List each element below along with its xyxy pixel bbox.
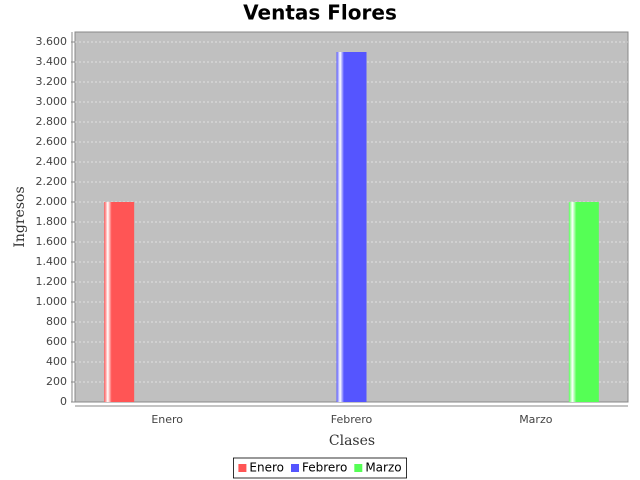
y-tick-label: 800 xyxy=(46,315,67,328)
y-axis-title: Ingresos xyxy=(12,186,28,247)
y-tick-label: 3.600 xyxy=(36,35,68,48)
x-tick-label: Enero xyxy=(151,413,183,426)
y-tick-label: 3.400 xyxy=(36,55,68,68)
legend-swatch xyxy=(354,464,363,472)
legend-label: Marzo xyxy=(365,461,401,475)
y-tick-label: 3.200 xyxy=(36,75,68,88)
legend-box xyxy=(233,457,407,479)
y-tick-label: 1.200 xyxy=(36,275,68,288)
x-tick-label: Febrero xyxy=(331,413,373,426)
x-tick-label: Marzo xyxy=(519,413,553,426)
bar xyxy=(336,52,367,402)
bar xyxy=(104,202,135,402)
legend-label: Enero xyxy=(249,461,284,475)
y-tick-label: 1.000 xyxy=(36,295,68,308)
legend-label: Febrero xyxy=(302,461,347,475)
y-tick-label: 2.800 xyxy=(36,115,68,128)
y-tick-label: 1.600 xyxy=(36,235,68,248)
y-tick-label: 0 xyxy=(60,395,67,408)
chart-title: Ventas Flores xyxy=(243,1,397,25)
y-tick-label: 1.800 xyxy=(36,215,68,228)
legend-swatch xyxy=(238,464,247,472)
y-tick-label: 2.400 xyxy=(36,155,68,168)
y-tick-label: 1.400 xyxy=(36,255,68,268)
y-tick-label: 2.600 xyxy=(36,135,68,148)
y-tick-label: 200 xyxy=(46,375,67,388)
y-tick-label: 3.000 xyxy=(36,95,68,108)
y-tick-label: 400 xyxy=(46,355,67,368)
y-tick-label: 2.200 xyxy=(36,175,68,188)
y-tick-label: 2.000 xyxy=(36,195,68,208)
legend-item: Enero xyxy=(238,461,284,475)
legend-swatch xyxy=(291,464,299,472)
legend: Enero Febrero Marzo xyxy=(238,461,402,475)
x-axis-title: Clases xyxy=(329,433,375,449)
legend-item: Febrero xyxy=(291,461,347,475)
y-tick-label: 600 xyxy=(46,335,67,348)
legend-item: Marzo xyxy=(354,461,402,475)
bar xyxy=(568,202,599,402)
